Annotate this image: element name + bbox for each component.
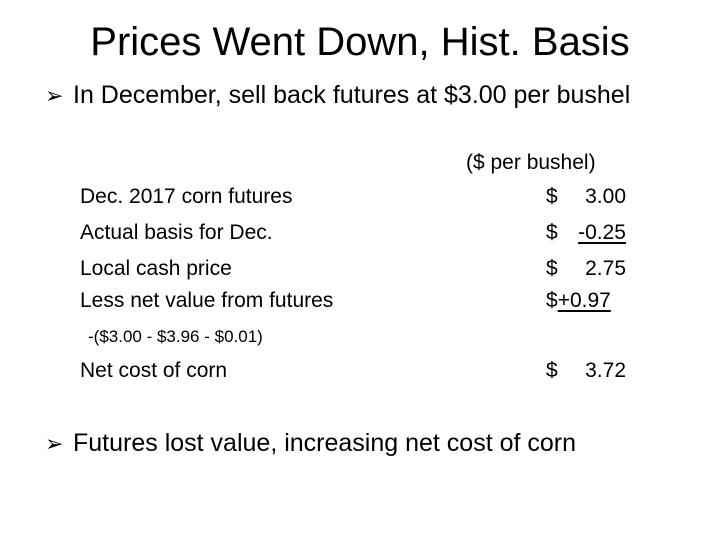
value-number: 3.00 xyxy=(585,185,626,208)
arrow-bullet-icon: ➢ xyxy=(45,431,64,456)
value-number: +0.97 xyxy=(557,289,611,312)
currency-symbol: $ xyxy=(546,289,558,312)
row-value-cash-price: $ 2.75 xyxy=(546,256,626,282)
units-header: ($ per bushel) xyxy=(466,151,596,174)
bullet-text: In December, sell back futures at $3.00 … xyxy=(73,81,631,109)
row-label-basis: Actual basis for Dec. xyxy=(80,221,273,244)
row-label-net-cost: Net cost of corn xyxy=(80,359,228,382)
bullet-item: ➢ Futures lost value, increasing net cos… xyxy=(45,428,708,459)
row-label-cash-price: Local cash price xyxy=(80,257,232,280)
bullet-text: Futures lost value, increasing net cost … xyxy=(73,429,577,457)
row-value-net-futures: $ +0.97 xyxy=(546,288,626,314)
value-number: 2.75 xyxy=(585,257,626,280)
currency-symbol: $ xyxy=(546,221,558,244)
arrow-bullet-icon: ➢ xyxy=(45,83,64,108)
row-value-net-cost: $ 3.72 xyxy=(546,358,626,384)
row-value-futures: $ 3.00 xyxy=(546,184,626,210)
bullet-item: ➢ In December, sell back futures at $3.0… xyxy=(45,80,648,111)
value-number: -0.25 xyxy=(578,221,626,244)
calculation-note: -($3.00 - $3.96 - $0.01) xyxy=(88,327,263,346)
row-label-net-futures: Less net value from futures xyxy=(80,289,334,312)
currency-symbol: $ xyxy=(546,257,558,280)
slide-title: Prices Went Down, Hist. Basis xyxy=(90,20,630,64)
row-label-futures: Dec. 2017 corn futures xyxy=(80,185,293,208)
row-value-basis: $ -0.25 xyxy=(546,220,626,246)
currency-symbol: $ xyxy=(546,359,558,382)
currency-symbol: $ xyxy=(546,185,558,208)
value-number: 3.72 xyxy=(585,359,626,382)
